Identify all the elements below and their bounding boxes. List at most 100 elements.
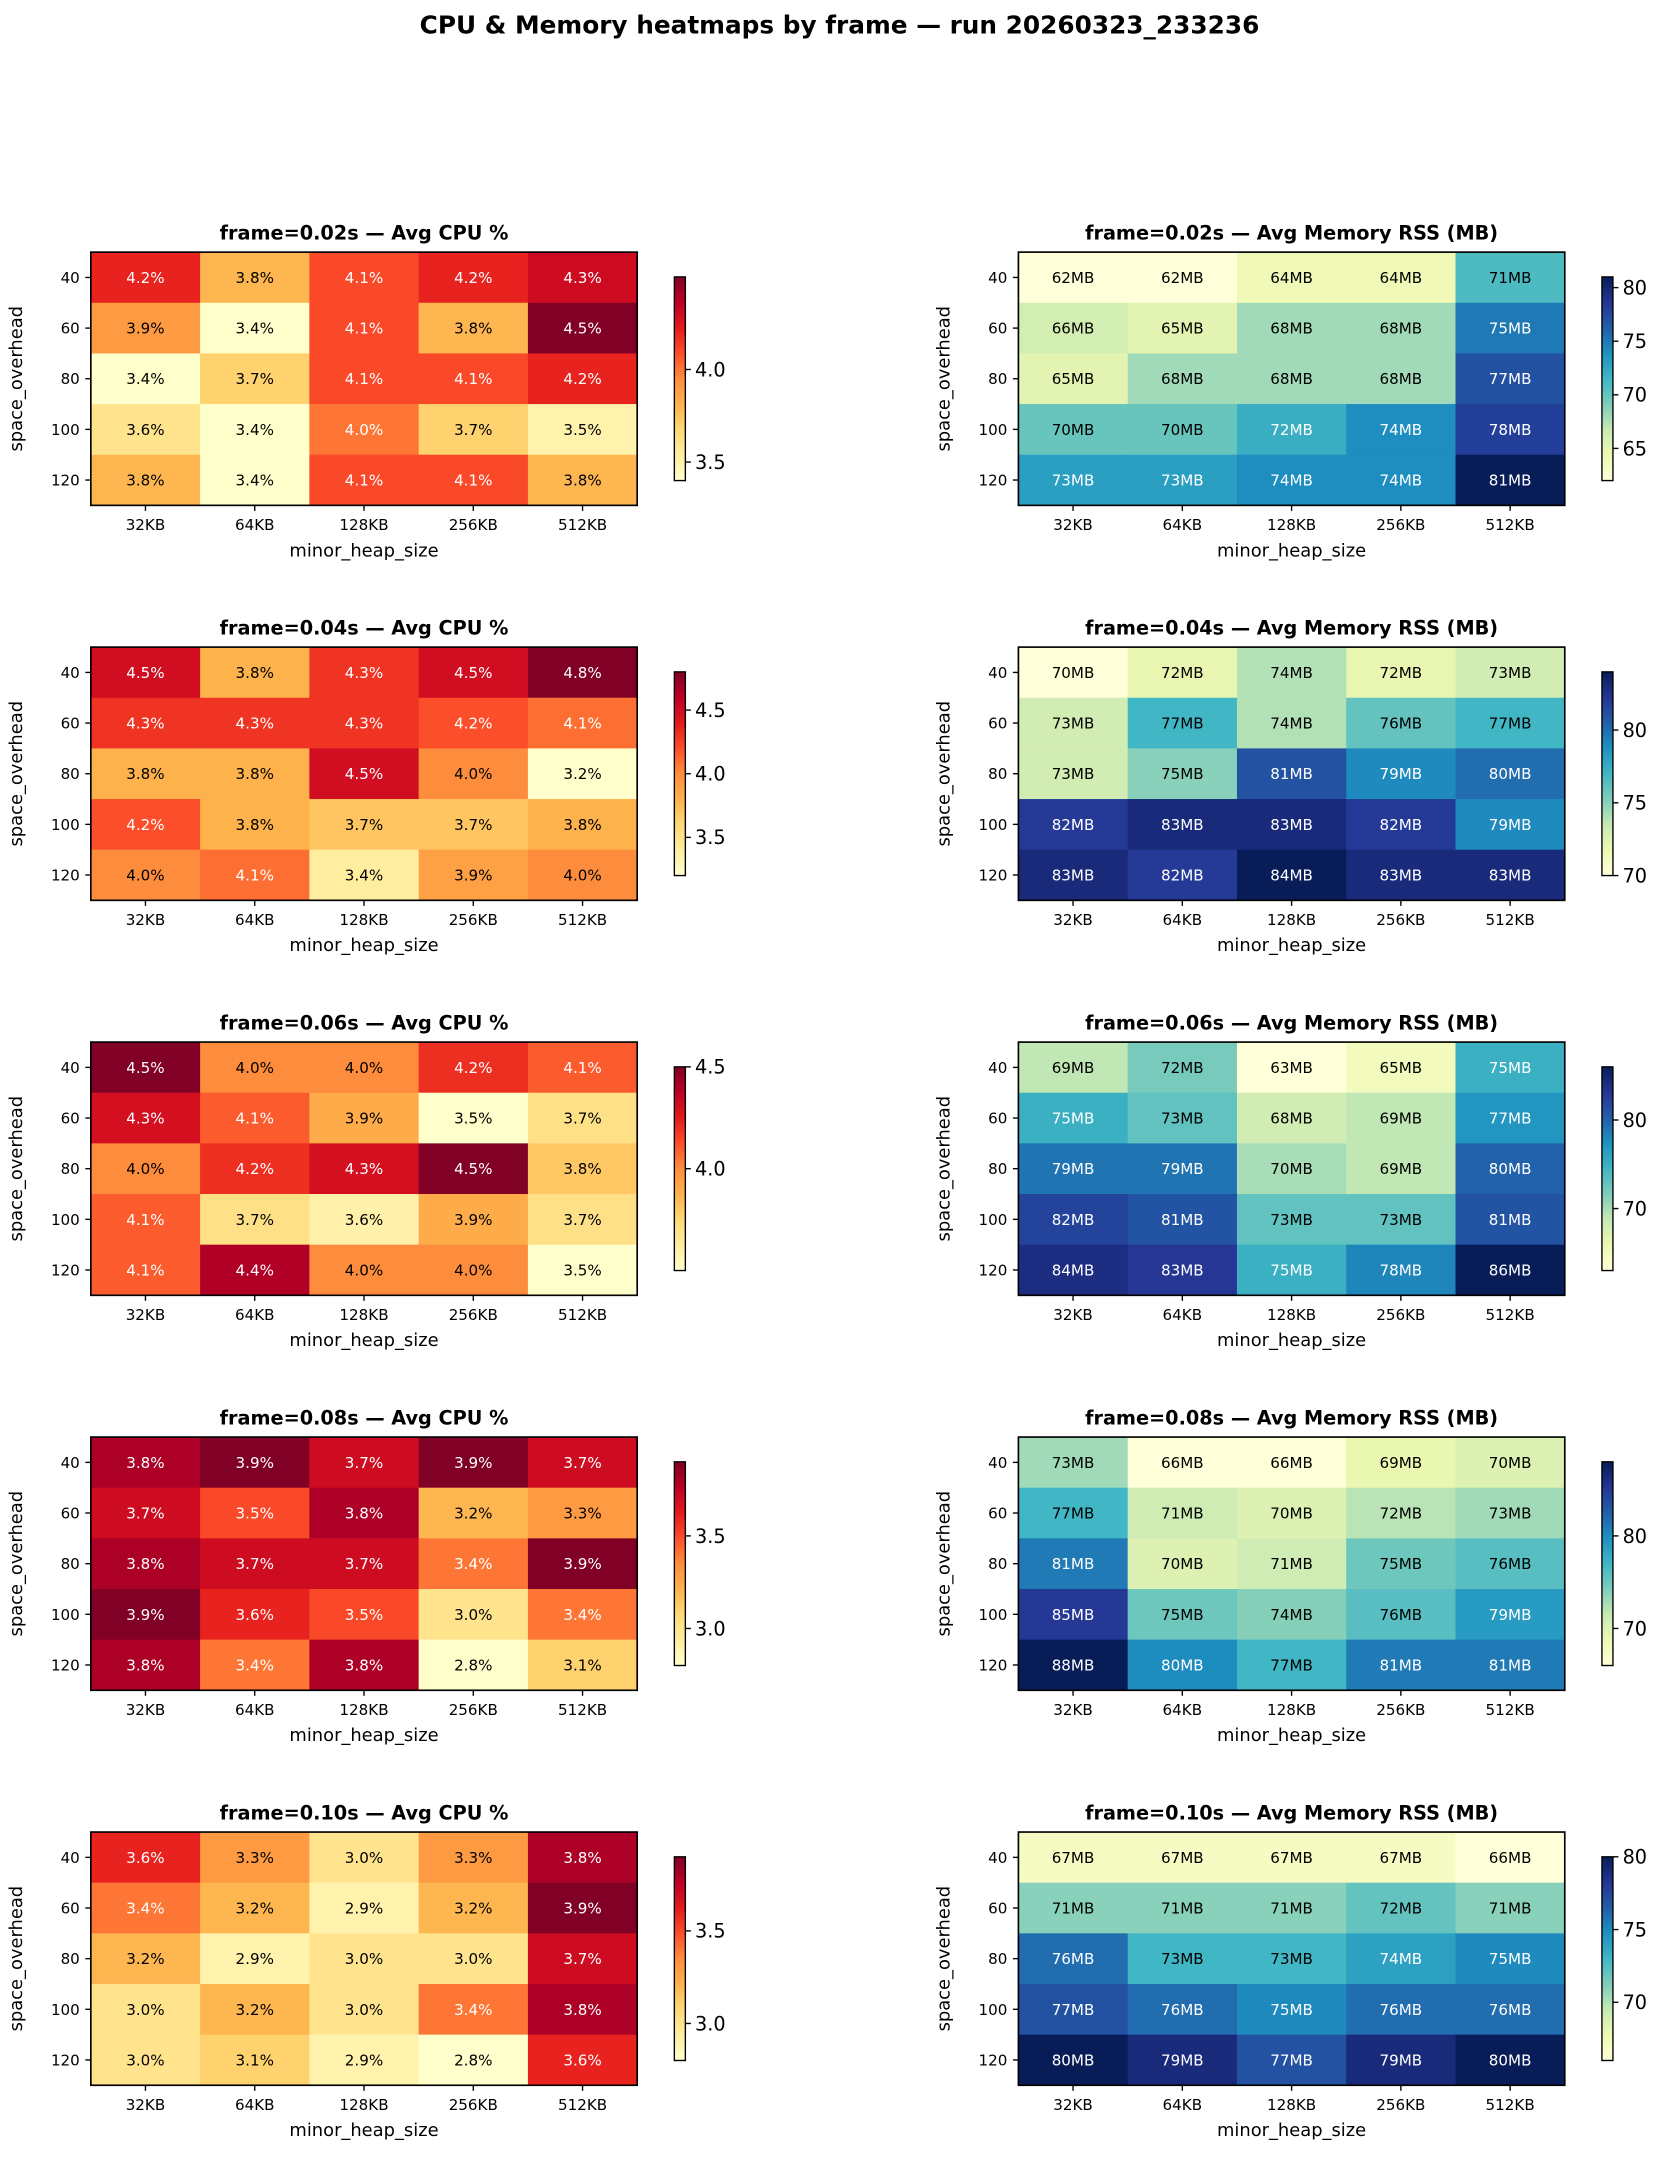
y-axis-label: space_overhead <box>6 1096 27 1242</box>
y-tick-label: 40 <box>988 269 1007 287</box>
x-tick-label: 32KB <box>1053 1306 1093 1324</box>
heatmap-cell <box>309 1538 420 1590</box>
cell-label: 3.8% <box>563 816 601 834</box>
colorbar-tick-label: 4.5 <box>695 699 726 722</box>
cell-label: 75MB <box>1270 2001 1313 2019</box>
y-tick-label: 100 <box>979 1211 1008 1229</box>
cell-label: 4.0% <box>126 867 164 885</box>
heatmap-cell <box>1018 404 1129 456</box>
cell-label: 4.3% <box>345 1160 383 1178</box>
x-tick-label: 64KB <box>235 2096 275 2114</box>
heatmap-cell <box>1127 1092 1238 1145</box>
colorbar-tick-label: 4.5 <box>695 1056 726 1079</box>
y-tick-label: 60 <box>988 320 1007 338</box>
cell-label: 3.1% <box>236 2051 274 2069</box>
x-tick-label: 128KB <box>1267 2096 1316 2114</box>
heatmap-cell <box>1018 252 1129 304</box>
cell-label: 81MB <box>1161 1211 1204 1229</box>
cell-label: 65MB <box>1161 320 1204 338</box>
cell-label: 70MB <box>1052 421 1095 439</box>
heatmap-cell <box>418 1639 529 1691</box>
colorbar-tick-label: 80 <box>1623 277 1648 300</box>
colorbar-tick-label: 75 <box>1623 330 1648 353</box>
heatmap-cell <box>418 1983 529 2036</box>
y-tick-label: 100 <box>979 816 1008 834</box>
y-tick-label: 80 <box>988 370 1007 388</box>
cell-label: 81MB <box>1489 472 1532 490</box>
heatmap-cell <box>1236 1244 1347 1296</box>
x-tick-label: 512KB <box>558 1701 607 1719</box>
cell-label: 71MB <box>1052 1900 1095 1918</box>
cell-label: 70MB <box>1270 1160 1313 1178</box>
cell-label: 3.4% <box>126 370 164 388</box>
heatmap-cell <box>200 1244 311 1296</box>
x-tick-label: 256KB <box>449 2096 498 2114</box>
cell-label: 3.8% <box>236 765 274 783</box>
y-tick-label: 40 <box>61 1454 80 1472</box>
heatmap-cell <box>1236 302 1347 355</box>
y-tick-label: 120 <box>51 472 80 490</box>
heatmap-cell <box>418 1933 529 1985</box>
cell-label: 3.6% <box>126 1849 164 1867</box>
heatmap-cell <box>90 1042 201 1094</box>
cell-label: 2.9% <box>345 2051 383 2069</box>
heatmap-cell <box>527 404 638 456</box>
heatmap-cell <box>309 1244 420 1296</box>
cell-label: 74MB <box>1380 421 1423 439</box>
cell-label: 3.7% <box>236 1555 274 1573</box>
cell-label: 3.7% <box>126 1505 164 1523</box>
cell-label: 76MB <box>1489 1555 1532 1573</box>
x-axis-label: minor_heap_size <box>289 1725 438 1746</box>
y-tick-label: 40 <box>988 664 1007 682</box>
heatmap-cell <box>418 647 529 699</box>
cell-label: 73MB <box>1489 664 1532 682</box>
panel-title: frame=0.04s — Avg Memory RSS (MB) <box>1085 617 1498 640</box>
heatmap-cell <box>1455 1437 1566 1489</box>
panel-title: frame=0.10s — Avg Memory RSS (MB) <box>1085 1802 1498 1825</box>
heatmap-cell <box>309 647 420 699</box>
heatmap-cell <box>1346 1194 1457 1246</box>
heatmap-cell <box>527 1244 638 1296</box>
y-tick-label: 40 <box>61 1849 80 1867</box>
cell-label: 3.7% <box>563 1211 601 1229</box>
cell-label: 4.1% <box>236 1110 274 1128</box>
heatmap-cell <box>200 454 311 507</box>
heatmap-cell <box>309 1832 420 1884</box>
y-tick-label: 80 <box>988 765 1007 783</box>
y-tick-label: 120 <box>51 1261 80 1279</box>
cell-label: 68MB <box>1270 320 1313 338</box>
heatmap-cell <box>200 404 311 456</box>
cell-label: 75MB <box>1489 320 1532 338</box>
y-tick-label: 80 <box>61 765 80 783</box>
cell-label: 80MB <box>1161 1656 1204 1674</box>
heatmap-cell <box>1018 1244 1129 1296</box>
heatmap-cell <box>418 1194 529 1246</box>
y-tick-label: 100 <box>51 1211 80 1229</box>
cell-label: 74MB <box>1380 472 1423 490</box>
cell-label: 73MB <box>1161 1950 1204 1968</box>
heatmap-cell <box>1018 1437 1129 1489</box>
colorbar <box>1601 1461 1614 1667</box>
cell-label: 73MB <box>1489 1505 1532 1523</box>
heatmap-cell <box>200 799 311 851</box>
colorbar-tick-label: 3.5 <box>695 826 726 849</box>
heatmap-cell <box>1346 748 1457 800</box>
y-tick-label: 120 <box>979 472 1008 490</box>
cell-label: 4.1% <box>345 370 383 388</box>
heatmap-cell <box>90 2034 201 2086</box>
y-tick-label: 120 <box>51 867 80 885</box>
heatmap-cell <box>527 1639 638 1691</box>
heatmap-cell <box>527 748 638 800</box>
cell-label: 71MB <box>1270 1555 1313 1573</box>
x-tick-label: 128KB <box>339 911 388 929</box>
cell-label: 78MB <box>1489 421 1532 439</box>
cell-label: 3.0% <box>454 1950 492 1968</box>
cell-label: 76MB <box>1380 1606 1423 1624</box>
colorbar-tick-label: 4.0 <box>695 358 726 381</box>
heatmap-cell <box>90 1933 201 1985</box>
heatmap-cpu-frame-0.08s: frame=0.08s — Avg CPU % 3.8% 3.9% 3.7% 3.9% 3… <box>6 1407 726 1747</box>
cell-label: 66MB <box>1052 320 1095 338</box>
heatmap-cell <box>527 849 638 902</box>
cell-label: 3.7% <box>563 1950 601 1968</box>
